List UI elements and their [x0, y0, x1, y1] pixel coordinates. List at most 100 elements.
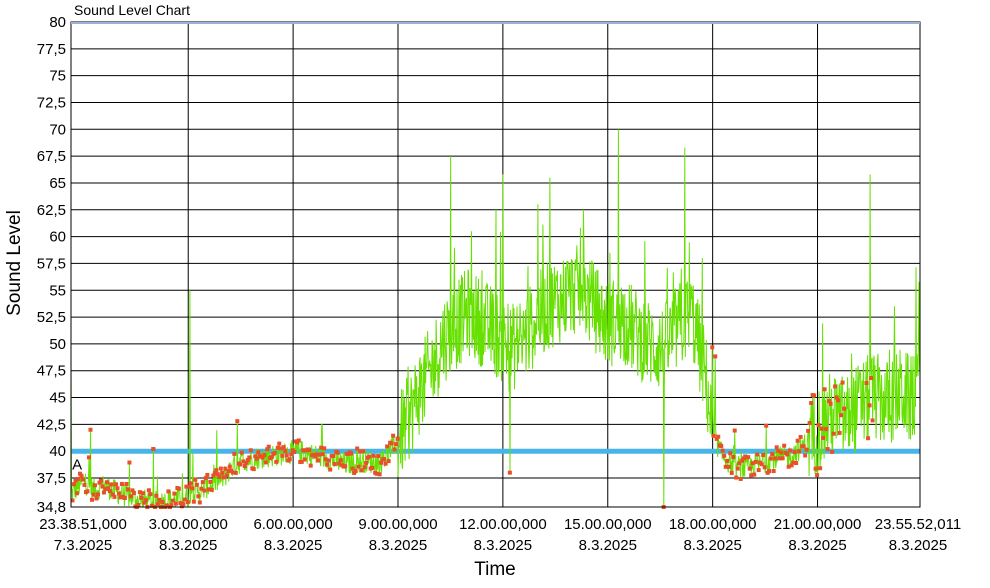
series-marker — [199, 486, 204, 491]
series-marker — [789, 463, 794, 468]
series-marker — [131, 491, 136, 496]
x-tick-date: 8.3.2025 — [474, 537, 532, 554]
series-marker — [172, 491, 177, 496]
x-tick-time: 21.00.00,000 — [774, 516, 862, 533]
series-marker — [710, 345, 715, 350]
series-marker — [382, 457, 387, 462]
series-marker — [377, 472, 382, 477]
series-marker — [842, 406, 847, 411]
series-marker — [241, 459, 246, 464]
series-marker — [785, 452, 790, 457]
series-marker — [734, 475, 739, 480]
series-marker — [371, 453, 376, 458]
series-marker — [248, 448, 253, 453]
series-marker — [256, 450, 261, 455]
series-marker — [107, 489, 112, 494]
series-marker — [364, 460, 369, 465]
series-marker — [202, 488, 207, 493]
y-axis-title: Sound Level — [4, 210, 25, 316]
series-marker — [281, 445, 286, 450]
series-marker — [792, 450, 797, 455]
series-marker — [867, 403, 872, 408]
series-marker — [836, 398, 841, 403]
series-marker — [106, 486, 111, 491]
series-marker — [140, 491, 145, 496]
series-marker — [91, 492, 96, 497]
plot-frame — [70, 21, 921, 508]
series-marker — [379, 460, 384, 465]
series-marker — [831, 431, 836, 436]
series-marker — [747, 466, 752, 471]
series-marker — [205, 472, 210, 477]
y-tick-label: 70 — [49, 121, 66, 138]
series-marker — [73, 478, 78, 483]
series-marker — [196, 494, 201, 499]
series-marker — [870, 418, 875, 423]
series-marker — [287, 457, 292, 462]
series-marker — [395, 436, 400, 441]
series-marker — [317, 452, 322, 457]
y-tick-label: 60 — [49, 229, 66, 246]
series-marker — [833, 384, 838, 389]
series-marker — [803, 453, 808, 458]
series-marker — [184, 484, 189, 489]
series-marker — [80, 477, 85, 482]
x-tick-date: 8.3.2025 — [159, 537, 217, 554]
series-marker — [302, 457, 307, 462]
series-marker — [208, 479, 213, 484]
series-marker — [756, 468, 761, 473]
series-marker — [118, 495, 123, 500]
series-marker — [292, 450, 297, 455]
series-marker — [391, 433, 396, 438]
series-marker — [308, 463, 313, 468]
x-tick-time: 23.38.51,000 — [39, 516, 127, 533]
series-marker — [394, 442, 399, 447]
series-marker — [762, 465, 767, 470]
series-marker — [320, 452, 325, 457]
series-marker — [776, 448, 781, 453]
series-marker — [770, 451, 775, 456]
series-marker — [343, 464, 348, 469]
series-marker — [79, 473, 84, 478]
series-marker — [164, 503, 169, 508]
series-marker — [92, 483, 97, 488]
series-marker — [130, 488, 135, 493]
series-marker — [738, 476, 743, 481]
series-marker — [752, 472, 757, 477]
series-marker — [128, 494, 133, 499]
series-marker — [233, 470, 238, 475]
series-marker — [767, 469, 772, 474]
series-marker — [821, 435, 826, 440]
series-marker — [301, 448, 306, 453]
series-marker — [771, 469, 776, 474]
series-marker — [332, 462, 337, 467]
series-marker — [266, 444, 271, 449]
series-marker — [77, 471, 82, 476]
y-tick-label: 75 — [49, 68, 66, 85]
series-marker — [824, 427, 829, 432]
series-marker — [837, 430, 842, 435]
series-marker — [70, 498, 75, 503]
series-marker — [735, 466, 740, 471]
series-marker — [323, 457, 328, 462]
series-marker — [238, 462, 243, 467]
series-marker — [722, 453, 727, 458]
series-marker — [725, 458, 730, 463]
series-marker — [104, 480, 109, 485]
series-marker — [362, 465, 367, 470]
series-marker — [170, 498, 175, 503]
series-marker — [338, 458, 343, 463]
series-marker — [834, 395, 839, 400]
series-marker — [809, 401, 814, 406]
series-marker — [275, 445, 280, 450]
series-marker — [178, 501, 183, 506]
series-marker — [194, 482, 199, 487]
series-marker — [260, 455, 265, 460]
series-marker — [251, 467, 256, 472]
series-marker — [223, 466, 228, 471]
series-marker — [737, 461, 742, 466]
series-marker — [816, 423, 821, 428]
series-marker — [85, 489, 90, 494]
y-tick-label: 65 — [49, 175, 66, 192]
series-marker — [244, 460, 249, 465]
